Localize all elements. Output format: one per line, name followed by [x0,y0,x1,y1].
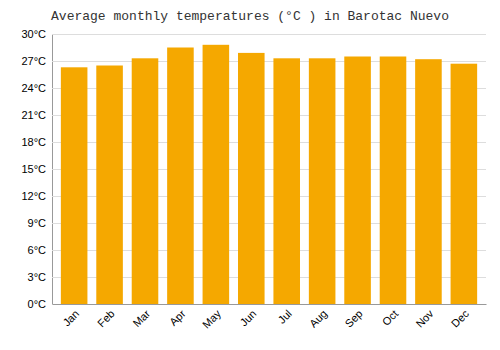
x-tick: Feb [95,307,117,329]
grid-line [52,34,486,35]
x-tick: Jun [237,307,258,328]
y-tick-label: 24°C [21,82,46,94]
x-tick: Dec [449,307,472,330]
y-axis-line [53,35,487,305]
y-tick-label: 3°C [28,271,47,283]
y-tick-label: 27°C [21,55,46,67]
x-axis: Jan Feb Mar Apr May Jun Jul Aug Sep Oct Nov Dec [53,305,487,331]
x-tick-label: Jan [60,307,81,328]
bar [380,57,407,305]
y-tick-label: 6°C [28,244,47,256]
y-axis: 0°C 3°C 6°C 9°C 12°C 15°C 18°C 21°C 24°C 27°C 30°C [21,28,486,310]
x-axis-line [53,304,487,305]
x-tick-label: Feb [95,307,117,329]
x-tick: Nov [413,307,436,330]
y-tick-label: 15°C [21,163,46,175]
x-tick: Jan [60,307,81,328]
x-tick: Oct [380,307,401,328]
x-tick-label: Apr [167,307,188,328]
y-tick-label: 12°C [21,190,46,202]
bar [61,67,88,304]
x-tick: Mar [130,307,152,329]
x-tick: Sep [342,307,364,329]
x-tick: Apr [167,307,188,328]
bar [309,58,336,304]
x-tick-label: Aug [307,307,329,329]
y-tick-label: 0°C [28,298,47,310]
x-tick-label: Dec [449,307,472,330]
bar [96,66,123,305]
plot: 0°C 3°C 6°C 9°C 12°C 15°C 18°C 21°C 24°C 27°C 30°C… [21,28,486,331]
x-tick: May [200,307,224,331]
bars [61,45,477,304]
y-tick-label: 30°C [21,28,46,40]
chart: Average monthly temperatures (°C ) in Ba… [0,0,500,350]
x-tick-label: Jun [237,307,258,328]
x-tick: Jul [275,307,293,325]
x-tick-label: May [200,307,224,331]
y-tick-label: 18°C [21,136,46,148]
y-tick-label: 21°C [21,109,46,121]
bar [132,58,159,304]
grid-line [52,304,486,305]
bar [203,45,230,304]
y-tick-label: 9°C [28,217,47,229]
x-tick-label: Jul [275,307,293,325]
bar [451,64,478,304]
y-tick: 30°C [21,28,486,40]
title: Average monthly temperatures (°C ) in Ba… [51,9,449,24]
x-tick-label: Mar [130,307,152,329]
bar [238,53,265,304]
bar [273,58,300,304]
x-tick-label: Sep [342,307,364,329]
x-tick: Aug [307,307,329,329]
x-tick-label: Oct [380,307,401,328]
bar [415,59,442,304]
x-tick-label: Nov [413,307,436,330]
bar [167,48,194,305]
bar [344,57,371,305]
